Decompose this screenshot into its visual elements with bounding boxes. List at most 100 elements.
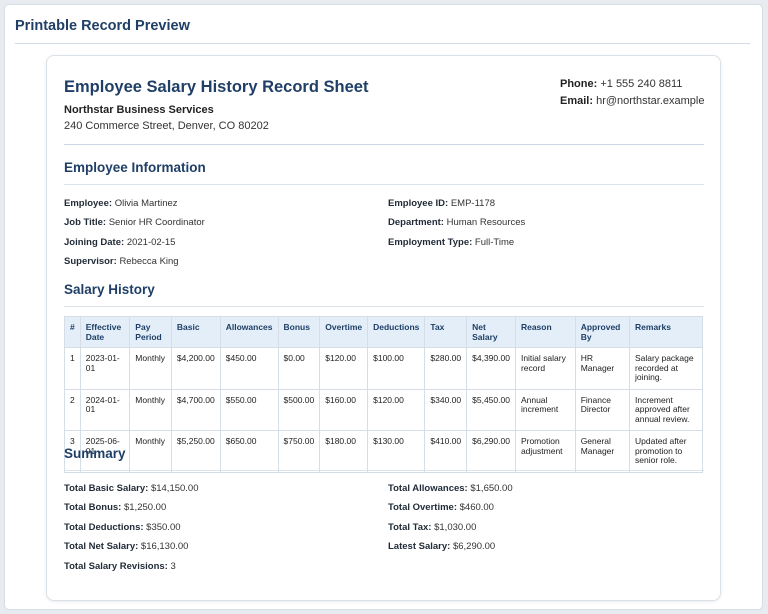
table-row: 3 2025-06-01 Monthly $5,250.00 $650.00 $… (64, 430, 703, 473)
document-title: Employee Salary History Record Sheet (64, 78, 369, 96)
field-label: Latest Salary: (388, 541, 451, 552)
table-cell: $160.00 (319, 388, 369, 431)
table-cell: $180.00 (319, 430, 369, 473)
field-label: Total Allowances: (388, 483, 468, 494)
field-label: Job Title: (64, 217, 107, 228)
column-header: Net Salary (466, 316, 516, 348)
table-cell: $550.00 (219, 388, 279, 431)
column-header: Remarks (629, 316, 703, 348)
email-line: Email: hr@northstar.example (560, 93, 704, 110)
table-cell: $6,290.00 (466, 430, 516, 473)
summary-field: Total Net Salary: $16,130.00 (64, 541, 188, 552)
table-cell: $130.00 (367, 430, 426, 473)
section-divider (64, 184, 704, 185)
info-field: Joining Date: 2021-02-15 (64, 237, 175, 248)
summary-field: Total Tax: $1,030.00 (388, 522, 476, 533)
table-cell: $5,250.00 (170, 430, 221, 473)
section-divider (64, 470, 704, 471)
table-cell: Annual increment (514, 388, 576, 431)
table-cell: $120.00 (367, 388, 426, 431)
table-cell: $410.00 (424, 430, 468, 473)
field-value: 2021-02-15 (126, 237, 176, 248)
table-cell: $280.00 (424, 347, 468, 390)
table-cell: $4,200.00 (170, 347, 221, 390)
field-label: Total Bonus: (64, 502, 122, 513)
salary-history-table: # Effective Date Pay Period Basic Allowa… (64, 316, 703, 473)
info-field: Job Title: Senior HR Coordinator (64, 217, 205, 228)
table-cell: $0.00 (277, 347, 321, 390)
info-field: Employment Type: Full-Time (388, 237, 514, 248)
table-cell: HR Manager (574, 347, 631, 390)
info-field: Department: Human Resources (388, 217, 525, 228)
summary-title: Summary (64, 446, 126, 461)
table-cell: Promotion adjustment (514, 430, 576, 473)
column-header: Deductions (367, 316, 426, 348)
field-value: $6,290.00 (452, 541, 496, 552)
field-label: Employee: (64, 198, 113, 209)
preview-panel: Printable Record Preview Employee Salary… (4, 4, 763, 610)
summary-field: Total Bonus: $1,250.00 (64, 502, 166, 513)
table-cell: $650.00 (219, 430, 279, 473)
table-row: 1 2023-01-01 Monthly $4,200.00 $450.00 $… (64, 347, 703, 390)
table-cell: $120.00 (319, 347, 369, 390)
field-label: Total Basic Salary: (64, 483, 149, 494)
record-sheet: Employee Salary History Record Sheet Nor… (46, 55, 721, 601)
table-row: 2 2024-01-01 Monthly $4,700.00 $550.00 $… (64, 388, 703, 431)
company-address: 240 Commerce Street, Denver, CO 80202 (64, 120, 269, 132)
table-cell: Monthly (129, 388, 172, 431)
table-cell: Salary package recorded at joining. (629, 347, 703, 390)
summary-field: Total Deductions: $350.00 (64, 522, 181, 533)
column-header: Approved By (574, 316, 631, 348)
column-header: Allowances (219, 316, 279, 348)
phone-label: Phone: (560, 78, 598, 90)
summary-field: Total Overtime: $460.00 (388, 502, 494, 513)
preview-title: Printable Record Preview (15, 18, 190, 34)
table-cell: Finance Director (574, 388, 631, 431)
email-value: hr@northstar.example (596, 95, 705, 107)
table-header-row: # Effective Date Pay Period Basic Allowa… (64, 316, 703, 348)
email-label: Email: (560, 95, 594, 107)
field-value: Senior HR Coordinator (108, 217, 205, 228)
table-cell: 2025-06-01 (79, 430, 131, 473)
table-cell: Monthly (129, 347, 172, 390)
field-value: Full-Time (474, 237, 515, 248)
field-label: Employee ID: (388, 198, 449, 209)
field-value: $460.00 (459, 502, 494, 513)
field-value: Olivia Martinez (114, 198, 178, 209)
column-header: Pay Period (129, 316, 172, 348)
summary-field: Total Basic Salary: $14,150.00 (64, 483, 199, 494)
table-cell: $4,390.00 (466, 347, 516, 390)
table-cell: $5,450.00 (466, 388, 516, 431)
field-value: Rebecca King (119, 256, 179, 267)
column-header: # (64, 316, 81, 348)
column-header: Reason (514, 316, 576, 348)
field-value: $1,250.00 (123, 502, 167, 513)
summary-field: Total Salary Revisions: 3 (64, 561, 176, 572)
field-value: Human Resources (446, 217, 526, 228)
employee-info-title: Employee Information (64, 160, 206, 175)
table-cell: General Manager (574, 430, 631, 473)
field-label: Department: (388, 217, 444, 228)
summary-field: Latest Salary: $6,290.00 (388, 541, 495, 552)
field-label: Total Overtime: (388, 502, 457, 513)
info-field: Employee: Olivia Martinez (64, 198, 178, 209)
table-cell: Monthly (129, 430, 172, 473)
field-label: Joining Date: (64, 237, 125, 248)
contact-block: Phone: +1 555 240 8811 Email: hr@northst… (560, 76, 704, 110)
table-cell: $4,700.00 (170, 388, 221, 431)
header-divider (64, 144, 704, 145)
table-cell: Increment approved after annual review. (629, 388, 703, 431)
table-cell: Initial salary record (514, 347, 576, 390)
table-cell: 1 (64, 347, 81, 390)
column-header: Effective Date (79, 316, 131, 348)
info-field: Employee ID: EMP-1178 (388, 198, 495, 209)
field-value: $1,030.00 (434, 522, 477, 533)
field-label: Employment Type: (388, 237, 473, 248)
summary-field: Total Allowances: $1,650.00 (388, 483, 513, 494)
column-header: Overtime (319, 316, 369, 348)
field-label: Total Net Salary: (64, 541, 139, 552)
divider (15, 43, 750, 44)
table-cell: $450.00 (219, 347, 279, 390)
field-value: $1,650.00 (470, 483, 513, 494)
field-value: $16,130.00 (140, 541, 189, 552)
